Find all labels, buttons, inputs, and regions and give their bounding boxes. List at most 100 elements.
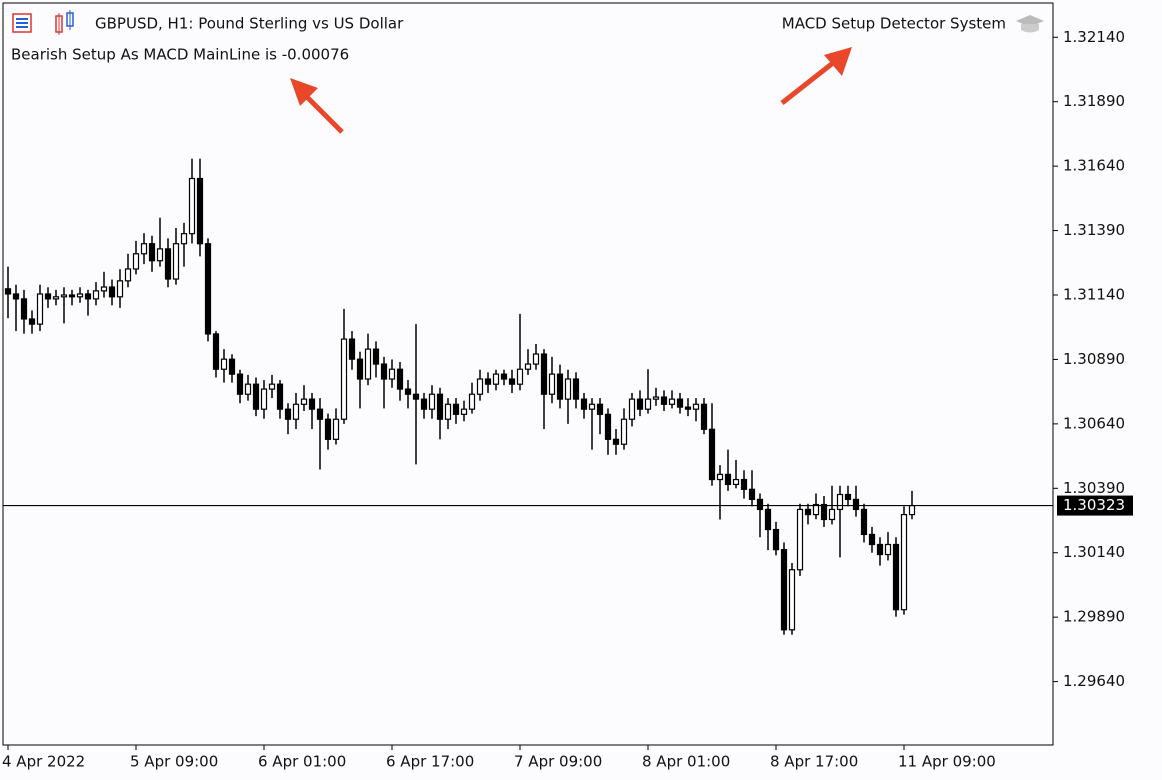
candle-body [860,508,868,536]
candle-body [820,503,828,521]
y-tick-label: 1.30390 [1063,479,1125,497]
y-tick-label: 1.31390 [1063,221,1125,239]
candle-body [196,177,204,245]
candle-body [548,373,556,395]
x-tick-label: 5 Apr 09:00 [130,753,218,771]
symbol-icon [12,13,32,33]
candle-body [404,388,412,395]
candle-body [148,243,156,262]
candle-body [604,413,612,440]
candle-body [892,543,900,611]
candle-body [756,498,764,511]
candle-body [276,383,284,410]
candle-body [228,358,236,375]
candle-body [516,368,524,385]
candle-body [628,398,636,420]
candle-body [260,388,268,410]
candle-body [244,383,252,395]
candle-body [116,280,124,298]
candle-body [908,504,916,516]
candle-body [612,438,620,445]
candle-body [716,473,724,481]
y-tick-label: 1.29890 [1063,608,1125,626]
candle-body [796,508,804,571]
candle-body [724,473,732,486]
x-tick-label: 8 Apr 17:00 [770,753,858,771]
current-price-box [1057,495,1133,516]
candle-body [620,418,628,445]
y-tick-label: 1.30640 [1063,414,1125,432]
candle-body [764,508,772,531]
candle-body [316,408,324,420]
candle-body [564,378,572,400]
candle-body [508,378,516,385]
candle-body [332,418,340,440]
candle-body [60,294,68,298]
chart-icon [55,10,74,35]
x-tick-label: 7 Apr 09:00 [514,753,602,771]
candle-body [660,396,668,405]
candle-body [220,358,228,370]
arrow [290,78,344,134]
indicator-name: MACD Setup Detector System [782,15,1006,33]
candle-body [340,338,348,420]
candle-body [444,403,452,420]
x-tick-label: 8 Apr 01:00 [642,753,730,771]
candle-body [92,290,100,300]
arrow [780,47,852,105]
candle-body [436,393,444,420]
candle-body [668,398,676,405]
candle-body [172,243,180,280]
candle-body [28,318,36,325]
hat-icon [1016,15,1044,33]
candle-body [180,233,188,245]
candle-body [76,293,84,298]
candle-body [84,293,92,300]
candle-body [324,418,332,440]
candle-body [556,373,564,400]
candle-body [52,296,60,300]
y-tick-label: 1.30890 [1063,350,1125,368]
candle-body [580,398,588,410]
candle-body [876,543,884,556]
candle-body [412,393,420,400]
candle-body [748,488,756,500]
candle-body [772,528,780,551]
candle-body [540,353,548,395]
candle-body [420,398,428,410]
candle-body [12,293,20,300]
candle-body [44,293,52,300]
candle-body [108,286,116,298]
candle-body [812,503,820,516]
candle-body [492,373,500,385]
candle-body [476,378,484,395]
candle-body [372,348,380,365]
candle-body [236,373,244,395]
candle-body [140,243,148,255]
candle-body [356,358,364,380]
candle-body [900,513,908,611]
candle-body [836,493,844,511]
candle-body [500,373,508,380]
candle-body [348,338,356,360]
candle-body [780,549,788,631]
candle-body [156,248,164,262]
y-tick-label: 1.29640 [1063,672,1125,690]
x-tick-label: 6 Apr 17:00 [386,753,474,771]
candle-body [268,383,276,390]
candle-body [868,533,876,546]
candle-body [212,333,220,370]
candle-body [852,498,860,511]
candle-body [284,408,292,420]
candle-body [652,396,660,400]
candle-body [460,408,468,415]
y-tick-label: 1.31640 [1063,157,1125,175]
candle-body [308,398,316,410]
candle-body [844,493,852,500]
y-tick-label: 1.32140 [1063,28,1125,46]
candle-body [684,406,692,410]
candle-body [644,398,652,410]
setup-message: Bearish Setup As MACD MainLine is -0.000… [11,46,349,64]
